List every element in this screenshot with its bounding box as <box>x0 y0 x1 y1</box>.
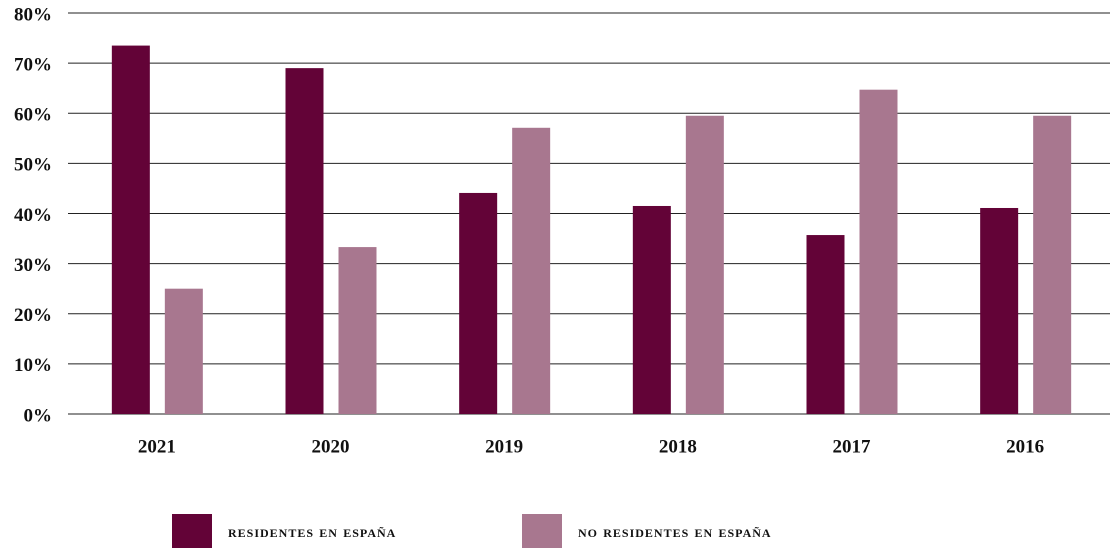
y-tick-label: 50% <box>14 155 52 176</box>
x-tick-label: 2020 <box>312 436 350 457</box>
y-tick-label: 30% <box>14 255 52 276</box>
bar <box>806 235 845 414</box>
y-tick-label: 40% <box>14 205 52 226</box>
bar <box>980 207 1019 414</box>
y-tick-label: 0% <box>24 405 53 426</box>
x-tick-label: 2017 <box>833 436 872 457</box>
bar <box>164 288 203 414</box>
y-tick-label: 10% <box>14 355 52 376</box>
y-tick-label: 60% <box>14 105 52 126</box>
bar <box>1033 115 1072 414</box>
bar <box>338 247 377 414</box>
bar <box>632 205 671 414</box>
bar <box>859 89 898 414</box>
bar <box>459 192 498 414</box>
legend-swatch <box>522 514 562 548</box>
x-tick-label: 2021 <box>138 436 176 457</box>
bar <box>685 115 724 414</box>
y-tick-label: 70% <box>14 54 52 75</box>
bar <box>512 127 551 414</box>
x-tick-label: 2019 <box>485 436 523 457</box>
bar <box>285 68 324 414</box>
bar <box>111 45 150 415</box>
y-tick-label: 80% <box>14 4 52 25</box>
y-tick-label: 20% <box>14 305 52 326</box>
legend-swatch <box>172 514 212 548</box>
legend-label: residentes en españa <box>228 522 396 541</box>
legend-label: no residentes en españa <box>578 522 772 541</box>
x-tick-label: 2016 <box>1006 436 1044 457</box>
x-tick-label: 2018 <box>659 436 697 457</box>
